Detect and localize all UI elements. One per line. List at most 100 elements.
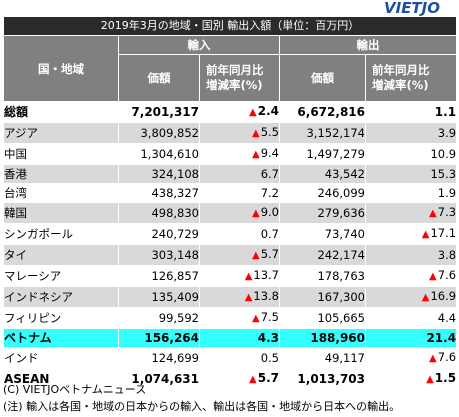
export-change-text: 1.1 [434,105,457,119]
decrease-triangle-icon: ▲ [252,208,260,219]
table-row: 中国 1,304,610 ▲9.4 1,497,279 10.9 [3,143,458,165]
import-change-text: 13.8 [253,289,279,303]
export-value: 43,542 [279,164,366,184]
country-name-text: シンガポール [4,227,74,241]
export-change-text: 1.5 [434,371,457,385]
export-value-text: 3,152,174 [306,126,365,140]
export-value: 188,960 [279,328,366,348]
import-value-text: 99,592 [158,311,199,325]
country-name: 総額 [3,101,119,123]
import-value: 324,108 [118,164,200,184]
export-change: 15.3 [364,164,458,184]
export-value: 246,099 [279,183,366,203]
export-value: 242,174 [279,244,366,266]
export-change-text: 3.8 [437,248,457,262]
country-name-text: タイ [4,248,28,262]
import-change: 7.2 [199,183,280,203]
import-value: 438,327 [118,183,200,203]
export-change: 4.4 [364,307,458,329]
export-change: 21.4 [364,328,458,348]
export-value: 1,497,279 [279,143,366,165]
decrease-triangle-icon: ▲ [252,149,260,160]
table-row: 台湾 438,327 7.2 246,099 1.9 [3,183,458,203]
table-row: インドネシア 135,409 ▲13.8 167,300 ▲16.9 [3,286,458,308]
import-value-text: 124,699 [151,351,199,365]
country-name: タイ [3,244,119,266]
vietjo-logo: VIETJO [384,0,441,17]
export-value: 73,740 [279,223,366,245]
import-change: ▲9.4 [199,143,280,165]
import-change-text: 5.7 [257,371,279,385]
import-value: 7,201,317 [118,101,200,123]
table-row: 香港 324,108 6.7 43,542 15.3 [3,164,458,184]
export-change-text: 16.9 [430,289,457,303]
export-change-text: 1.9 [437,186,457,200]
export-change: 1.9 [364,183,458,203]
import-value-text: 324,108 [151,167,199,181]
decrease-triangle-icon: ▲ [429,208,437,219]
import-change-text: 5.7 [260,247,279,261]
import-value-text: 240,729 [151,227,199,241]
import-change: 0.5 [199,347,280,369]
table-row: ASEAN 1,074,631 ▲5.7 1,013,703 ▲1.5 [3,368,458,390]
export-value-header: 価額 [279,54,366,102]
import-value-text: 156,264 [144,331,199,345]
export-change: ▲16.9 [364,286,458,308]
country-name: アジア [3,122,119,144]
export-value: 178,763 [279,265,366,287]
import-change-text: 5.5 [260,125,279,139]
export-change-text: 7.6 [437,350,457,364]
export-value: 279,636 [279,202,366,224]
import-value: 3,809,852 [118,122,200,144]
country-name-text: 香港 [4,167,28,181]
export-change-text: 21.4 [426,331,457,345]
country-name-text: アジア [4,126,39,140]
import-change-text: 4.3 [257,331,279,345]
import-change: 6.7 [199,164,280,184]
export-change-text: 15.3 [430,167,457,181]
import-change-text: 2.4 [257,104,279,118]
import-change-header-line2: 増減率(%) [206,78,263,92]
table-row: マレーシア 126,857 ▲13.7 178,763 ▲7.6 [3,265,458,287]
import-change: ▲5.7 [199,244,280,266]
import-value-text: 303,148 [151,248,199,262]
import-change: ▲5.5 [199,122,280,144]
export-value-text: 6,672,816 [297,105,365,119]
export-change-text: 3.9 [437,126,457,140]
country-name-text: ベトナム [4,331,52,345]
decrease-triangle-icon: ▲ [244,292,253,303]
import-value-text: 438,327 [151,186,199,200]
country-name: フィリピン [3,307,119,329]
export-value-text: 1,013,703 [297,372,365,386]
export-change-header-line2: 増減率(%) [372,78,429,92]
import-change: ▲5.7 [199,368,280,390]
import-change-text: 9.4 [260,146,279,160]
export-value-text: 1,497,279 [306,147,365,161]
decrease-triangle-icon: ▲ [429,271,437,282]
decrease-triangle-icon: ▲ [429,353,437,364]
import-change-header-line1: 前年同月比 [206,63,264,77]
country-name-text: マレーシア [4,269,62,283]
export-value-text: 167,300 [317,290,365,304]
table-row: ベトナム 156,264 4.3 188,960 21.4 [3,328,458,348]
export-value: 1,013,703 [279,368,366,390]
table-row: シンガポール 240,729 0.7 73,740 ▲17.1 [3,223,458,245]
decrease-triangle-icon: ▲ [426,374,434,385]
table-row: インド 124,699 0.5 49,117 ▲7.6 [3,347,458,369]
export-value-text: 43,542 [324,167,365,181]
export-value-text: 246,099 [317,186,365,200]
import-change: ▲7.5 [199,307,280,329]
export-change-text: 4.4 [437,311,457,325]
table-row: フィリピン 99,592 ▲7.5 105,665 4.4 [3,307,458,329]
country-name-text: 中国 [4,147,28,161]
import-value: 1,074,631 [118,368,200,390]
export-value-text: 242,174 [317,248,365,262]
source-note: (C) VIETJOベトナムニュース [3,383,147,396]
country-name-text: ASEAN [4,372,50,386]
table-row: アジア 3,809,852 ▲5.5 3,152,174 3.9 [3,122,458,144]
country-name: インドネシア [3,286,119,308]
import-value-text: 7,201,317 [131,105,199,119]
trade-table: 2019年3月の地域・国別 輸出入額（単位：百万円） 国・地域 輸入 輸出 価額… [2,16,458,390]
decrease-triangle-icon: ▲ [244,271,253,282]
import-change-header: 前年同月比 増減率(%) [199,54,280,102]
